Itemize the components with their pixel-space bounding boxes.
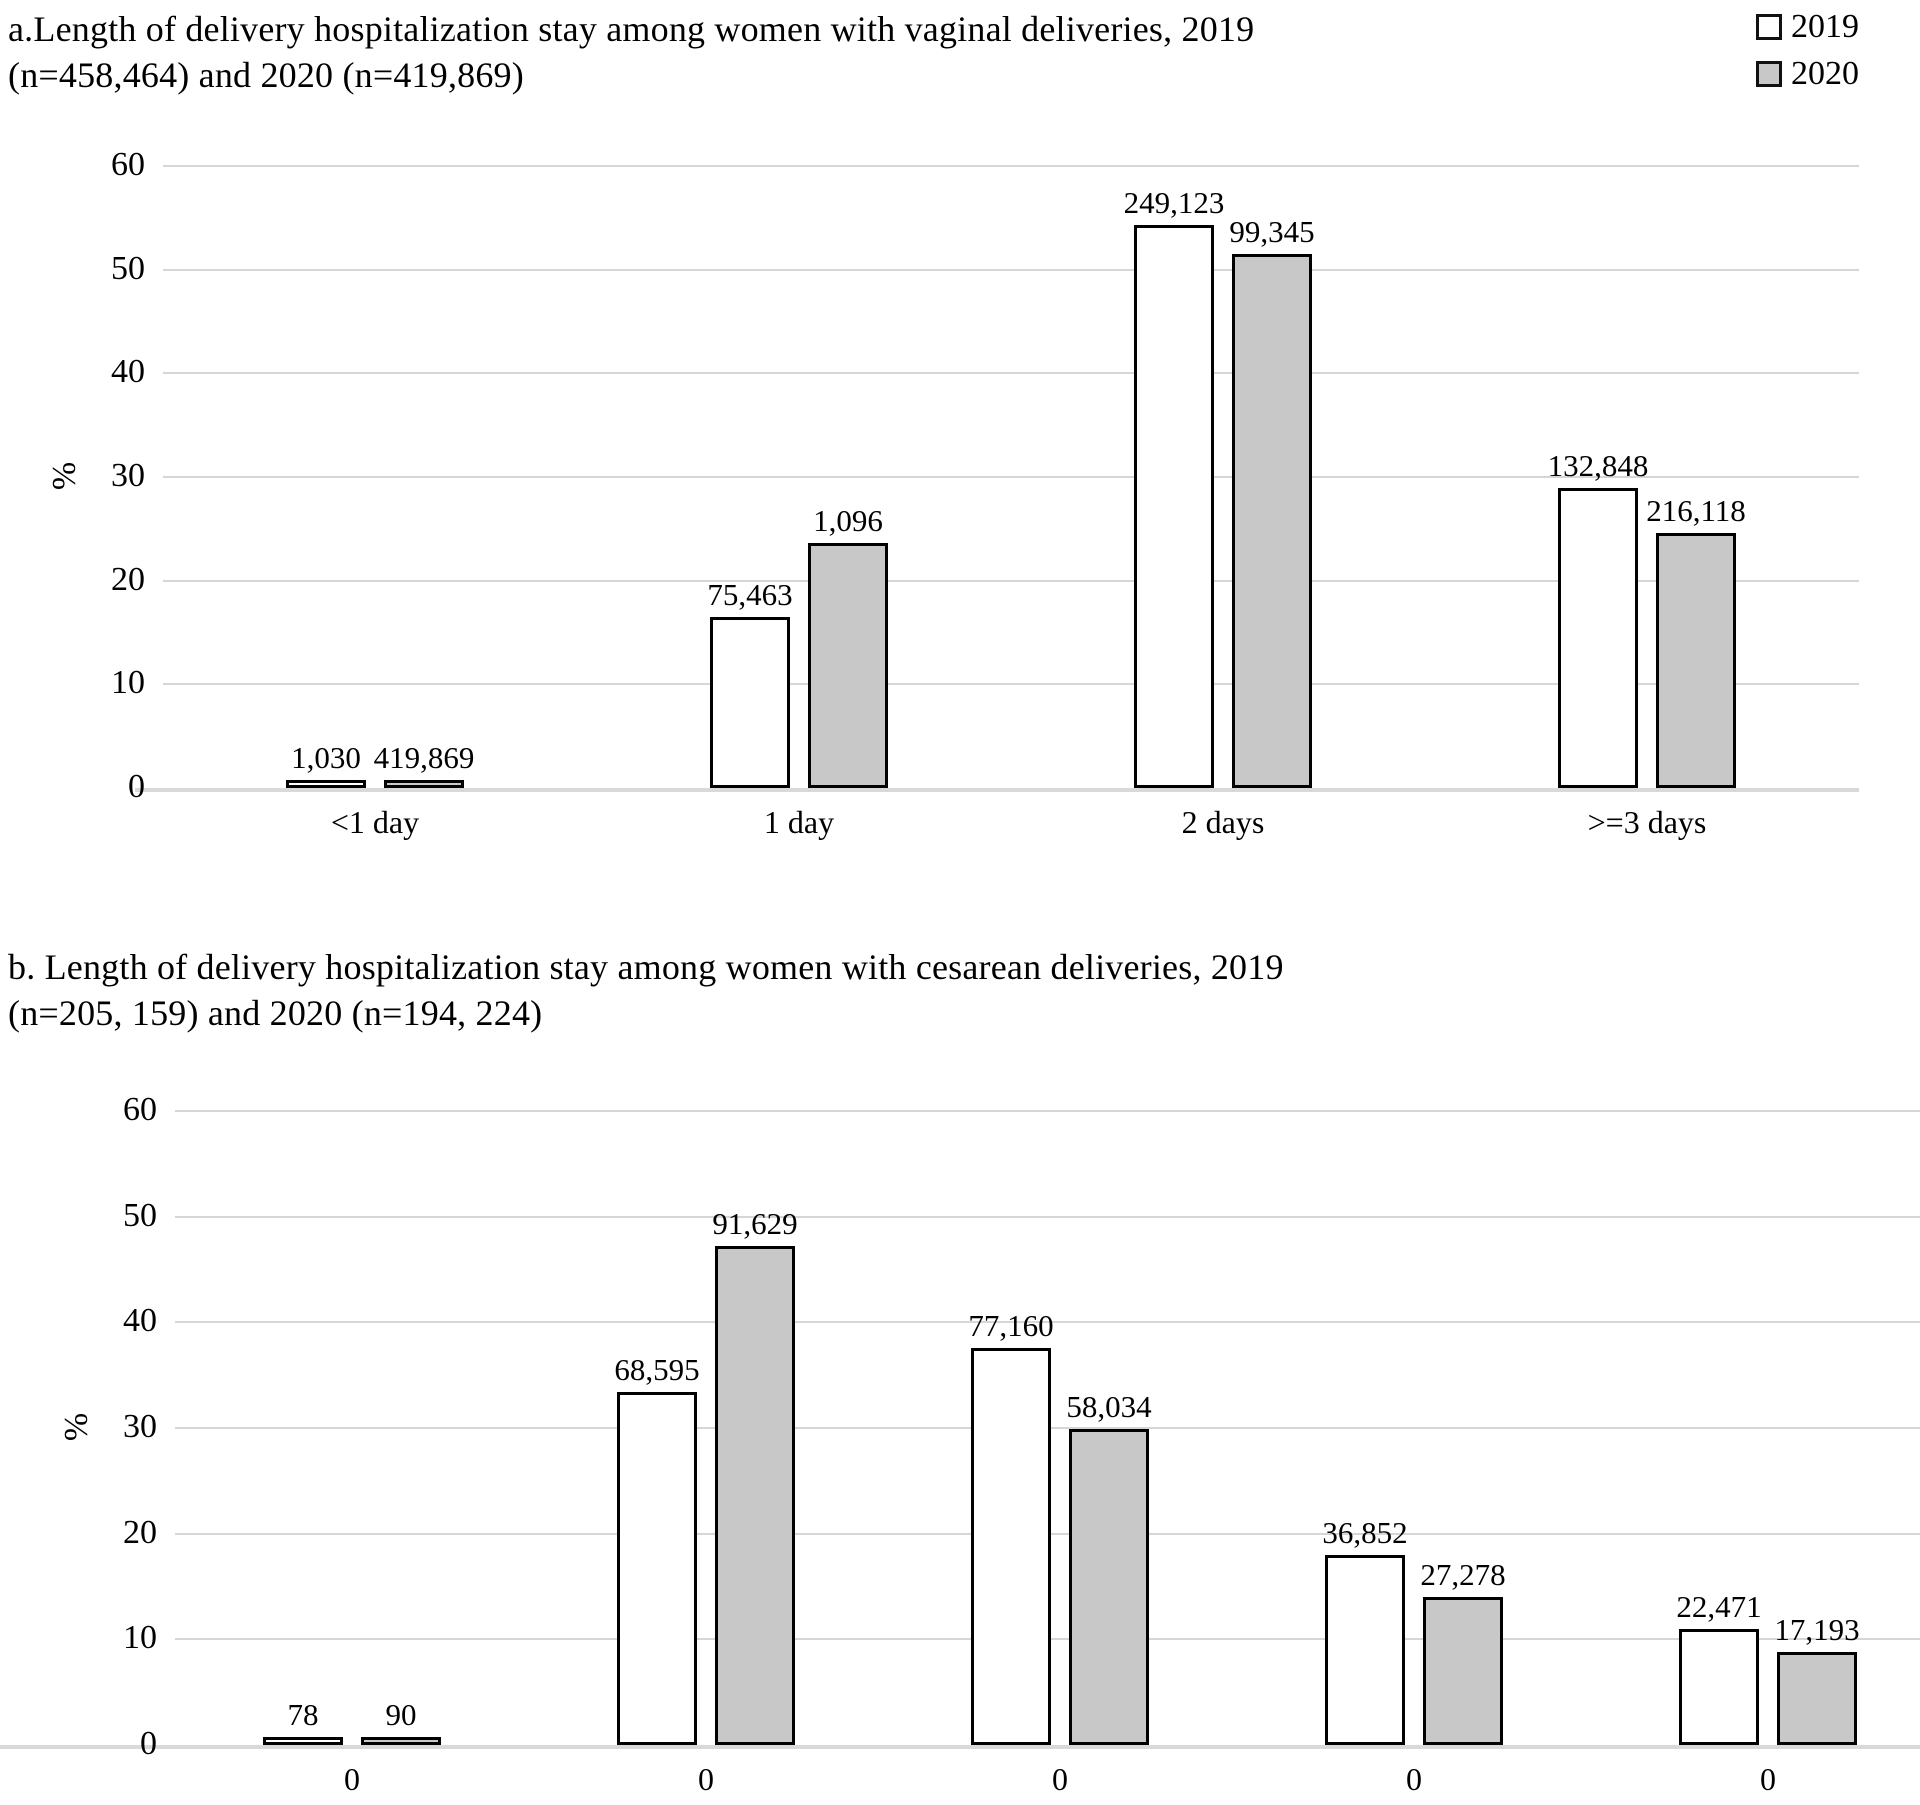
bar-value-label: 78	[287, 1697, 319, 1732]
y-tick-label: 10	[123, 1619, 157, 1657]
gridline-20	[163, 579, 1859, 582]
panel-a-title-line1: a.Length of delivery hospitalization sta…	[8, 9, 1255, 49]
y-tick-label: 40	[111, 353, 145, 391]
bar-2020-group3	[1069, 1429, 1149, 1745]
bar-2019-group3	[1134, 224, 1214, 788]
bar-2020-group3	[1232, 254, 1312, 788]
bar-2019-group2	[617, 1391, 697, 1745]
gridline-60	[163, 165, 1859, 167]
gridline-0	[0, 1745, 1920, 1749]
bar-2019-group1	[263, 1737, 343, 1745]
bar-value-label: 132,848	[1547, 447, 1649, 483]
gridline-10	[163, 683, 1859, 686]
panel-a-title: a.Length of delivery hospitalization sta…	[8, 6, 1254, 98]
bar-value-label: 17,193	[1774, 1611, 1860, 1647]
bar-2020-group2	[715, 1246, 795, 1745]
bar-value-label: 75,463	[707, 577, 793, 613]
panel-b-title: b. Length of delivery hospitalization st…	[8, 944, 1284, 1036]
gridline-40	[175, 1321, 1920, 1324]
gridline-30	[163, 476, 1859, 478]
gridline-0	[135, 788, 1859, 792]
legend: 2019 2020	[1756, 10, 1859, 91]
panel-b-plot: 0 10 20 30 40 50 60% 0 0 0 0 0 78 68,595 77,160 36,852 2…	[0, 1091, 1920, 1797]
bar-2019-group4	[1325, 1555, 1405, 1745]
y-tick-label: 50	[123, 1196, 157, 1234]
panel-a-plot: 0 10 20 30 40 50 60% <1 day 1 day 2 days >=3 days 1…	[46, 146, 1859, 840]
legend-swatch-2020	[1756, 61, 1782, 87]
y-tick-label: 20	[123, 1513, 157, 1551]
bar-value-label: 216,118	[1646, 492, 1746, 528]
y-tick-label: 40	[123, 1302, 157, 1340]
y-axis-label: %	[58, 1412, 95, 1442]
bar-value-label: 1,096	[813, 502, 883, 538]
bar-2019-group1	[286, 780, 366, 788]
bar-value-label: 68,595	[614, 1351, 700, 1387]
y-tick-label: 60	[123, 1091, 157, 1128]
bar-2020-group1	[384, 780, 464, 788]
bar-value-label: 36,852	[1322, 1515, 1408, 1551]
x-category-label: <1 day	[330, 804, 420, 840]
x-category-label: 0	[344, 1761, 360, 1797]
bar-value-label: 77,160	[968, 1307, 1054, 1343]
bar-value-label: 249,123	[1123, 184, 1225, 220]
legend-label-2019: 2019	[1791, 8, 1859, 45]
legend-item-2020: 2020	[1756, 57, 1859, 91]
panel-b-title-line2: (n=205, 159) and 2020 (n=194, 224)	[8, 993, 543, 1033]
bar-value-label: 58,034	[1066, 1389, 1152, 1425]
legend-swatch-2019	[1756, 14, 1782, 40]
y-tick-label: 30	[123, 1408, 157, 1445]
bar-2019-group4	[1558, 487, 1638, 788]
bar-value-label: 90	[385, 1697, 417, 1732]
panel-a-title-line2: (n=458,464) and 2020 (n=419,869)	[8, 55, 524, 95]
bar-2019-group3	[971, 1347, 1051, 1745]
bar-value-label: 99,345	[1229, 214, 1315, 250]
y-tick-label: 10	[111, 664, 145, 702]
gridline-40	[163, 372, 1859, 375]
y-tick-label: 50	[111, 249, 145, 287]
x-category-label: >=3 days	[1587, 804, 1707, 840]
y-axis-label: %	[46, 461, 83, 491]
x-category-label: 2 days	[1181, 804, 1265, 840]
y-tick-label: 30	[111, 457, 145, 494]
x-category-label: 0	[1052, 1761, 1068, 1797]
bar-2020-group2	[808, 542, 888, 788]
bar-2020-group4	[1423, 1596, 1503, 1745]
bar-value-label: 419,869	[373, 740, 475, 775]
y-tick-label: 60	[111, 146, 145, 183]
bar-value-label: 22,471	[1676, 1589, 1762, 1625]
bar-2020-group4	[1656, 532, 1736, 788]
bar-value-label: 27,278	[1420, 1556, 1506, 1592]
bar-2020-group1	[361, 1737, 441, 1745]
bar-2019-group2	[710, 617, 790, 788]
gridline-60	[175, 1110, 1920, 1112]
bar-2019-group5	[1679, 1629, 1759, 1745]
y-tick-label: 0	[128, 768, 145, 805]
x-category-label: 0	[698, 1761, 714, 1797]
legend-item-2019: 2019	[1756, 10, 1859, 44]
legend-label-2020: 2020	[1791, 55, 1859, 92]
bar-value-label: 91,629	[712, 1206, 798, 1242]
bar-2020-group5	[1777, 1651, 1857, 1745]
y-tick-label: 0	[140, 1725, 157, 1762]
x-category-label: 0	[1760, 1761, 1776, 1797]
y-tick-label: 20	[111, 560, 145, 598]
gridline-50	[163, 268, 1859, 271]
panel-b-title-line1: b. Length of delivery hospitalization st…	[8, 947, 1284, 987]
bar-value-label: 1,030	[291, 740, 361, 775]
x-category-label: 0	[1406, 1761, 1422, 1797]
gridline-50	[175, 1215, 1920, 1218]
x-category-label: 1 day	[763, 804, 835, 840]
